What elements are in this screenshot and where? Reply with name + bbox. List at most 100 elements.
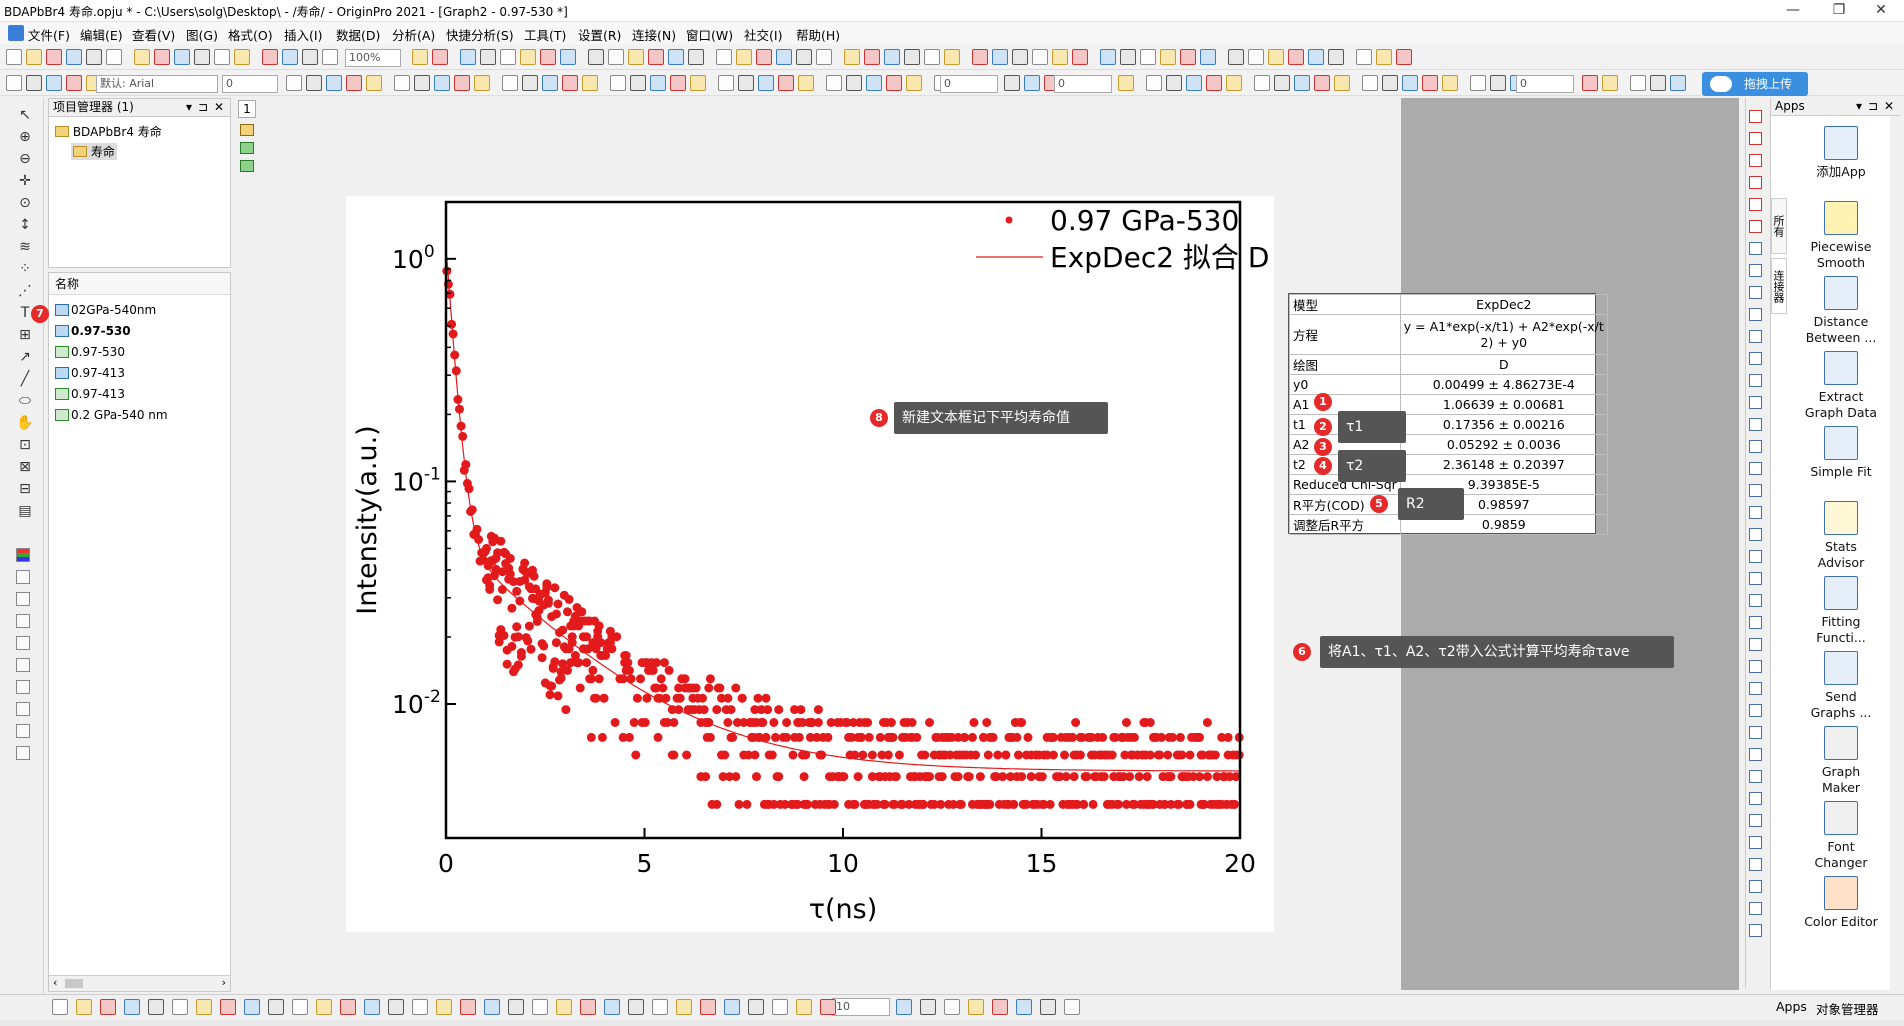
graph-tool-icon[interactable]	[1749, 176, 1762, 189]
graph-tool-icon[interactable]	[1749, 154, 1762, 167]
bottom-tool-icon[interactable]	[340, 999, 356, 1015]
toolbar-button-icon[interactable]	[432, 49, 448, 65]
tool-icon[interactable]	[16, 680, 30, 694]
tool-icon[interactable]: ⊙	[19, 195, 31, 211]
graph-tool-icon[interactable]	[1749, 748, 1762, 761]
bottom-tool-icon[interactable]	[460, 999, 476, 1015]
tool-icon[interactable]: ↗	[19, 349, 31, 365]
graph-tool-icon[interactable]	[1749, 242, 1762, 255]
menu-insert[interactable]: 插入(I)	[284, 28, 323, 43]
format-button-icon[interactable]	[1422, 75, 1438, 91]
tool-icon[interactable]	[16, 570, 30, 584]
tab-connectors[interactable]: 连接器	[1771, 258, 1787, 314]
format-button-icon[interactable]	[846, 75, 862, 91]
format-button-icon[interactable]	[798, 75, 814, 91]
toolbar-button-icon[interactable]	[1356, 49, 1372, 65]
format-button-icon[interactable]	[1382, 75, 1398, 91]
bottom-tool-icon[interactable]	[532, 999, 548, 1015]
format-button-icon[interactable]	[1362, 75, 1378, 91]
toolbar-button-icon[interactable]	[1328, 49, 1344, 65]
menu-view[interactable]: 查看(V)	[132, 28, 176, 43]
bottom-tool-icon[interactable]	[148, 999, 164, 1015]
bottom-tool-icon[interactable]	[700, 999, 716, 1015]
bottom-tool-icon[interactable]	[1064, 999, 1080, 1015]
bottom-tool-icon[interactable]	[652, 999, 668, 1015]
format-button-icon[interactable]	[1004, 75, 1020, 91]
tool-icon[interactable]: ⊖	[19, 151, 31, 167]
format-button-icon[interactable]	[1650, 75, 1666, 91]
window-list-item[interactable]: 0.97-413	[55, 364, 125, 382]
graph-tool-icon[interactable]	[1749, 704, 1762, 717]
toolbar-button-icon[interactable]	[1100, 49, 1116, 65]
menu-connect[interactable]: 连接(N)	[632, 28, 677, 43]
font-size-combo[interactable]: 0	[222, 75, 278, 93]
app-item[interactable]: Graph Maker	[1791, 726, 1891, 796]
format-button-icon[interactable]	[434, 75, 450, 91]
app-item[interactable]: Extract Graph Data	[1791, 351, 1891, 421]
window-list-item[interactable]: 02GPa-540nm	[55, 301, 156, 319]
format-button-icon[interactable]	[1582, 75, 1598, 91]
bottom-tool-icon[interactable]	[76, 999, 92, 1015]
format-button-icon[interactable]	[1334, 75, 1350, 91]
toolbar-button-icon[interactable]	[234, 49, 250, 65]
toolbar-button-icon[interactable]	[992, 49, 1008, 65]
apps-menu-icon[interactable]: ▾	[1855, 99, 1862, 113]
project-folder[interactable]: 寿命	[71, 143, 117, 160]
format-button-icon[interactable]	[650, 75, 666, 91]
menu-social[interactable]: 社交(I)	[744, 28, 783, 43]
toolbar-button-icon[interactable]	[716, 49, 732, 65]
graph-tool-icon[interactable]	[1749, 902, 1762, 915]
graph-tool-icon[interactable]	[1749, 770, 1762, 783]
line-width-combo[interactable]: 0	[940, 75, 998, 93]
format-button-icon[interactable]	[1274, 75, 1290, 91]
toolbar-button-icon[interactable]	[1072, 49, 1088, 65]
format-button-icon[interactable]	[1314, 75, 1330, 91]
line-width2-combo[interactable]: 0	[1054, 75, 1112, 93]
graph-tool-icon[interactable]	[1749, 506, 1762, 519]
tool-icon[interactable]: ╱	[20, 371, 30, 387]
graph-tool-icon[interactable]	[1749, 528, 1762, 541]
format-button-icon[interactable]	[66, 75, 82, 91]
toolbar-button-icon[interactable]	[1140, 49, 1156, 65]
font-combo[interactable]: 默认: Arial	[96, 75, 218, 93]
app-item[interactable]: Distance Between ...	[1791, 276, 1891, 346]
graph-page[interactable]: 0 5 10 15 20 100 10-1 10-2 τ(ns) Intensity(a.u…	[346, 196, 1274, 932]
tool-icon[interactable]: ⊠	[19, 459, 31, 475]
menu-file[interactable]: 文件(F)	[28, 28, 70, 43]
toolbar-button-icon[interactable]	[648, 49, 664, 65]
toolbar-button-icon[interactable]	[736, 49, 752, 65]
stepper-combo[interactable]: 10	[832, 998, 890, 1016]
fit-parameter-table[interactable]: 模型 ExpDec2 方程 y = A1*exp(-x/t1) + A2*exp(-x…	[1288, 293, 1608, 535]
format-button-icon[interactable]	[1490, 75, 1506, 91]
graph-tool-icon[interactable]	[1749, 638, 1762, 651]
tool-icon[interactable]: ⊡	[19, 437, 31, 453]
format-button-icon[interactable]	[286, 75, 302, 91]
tool-icon[interactable]: ⊕	[19, 129, 31, 145]
app-item[interactable]: Fitting Functi...	[1791, 576, 1891, 646]
tool-icon[interactable]: ⬭	[19, 393, 31, 409]
toolbar-button-icon[interactable]	[412, 49, 428, 65]
apps-close-icon[interactable]: ✕	[1883, 99, 1894, 113]
app-item[interactable]: Stats Advisor	[1791, 501, 1891, 571]
toolbar-button-icon[interactable]	[66, 49, 82, 65]
format-button-icon[interactable]	[738, 75, 754, 91]
scroll-thumb[interactable]	[65, 979, 83, 988]
format-button-icon[interactable]	[610, 75, 626, 91]
toolbar-button-icon[interactable]	[302, 49, 318, 65]
format-button-icon[interactable]	[582, 75, 598, 91]
format-button-icon[interactable]	[1470, 75, 1486, 91]
toolbar-button-icon[interactable]	[944, 49, 960, 65]
lock-green-icon-2[interactable]	[240, 160, 254, 172]
bottom-tool-icon[interactable]	[820, 999, 836, 1015]
tool-icon[interactable]: ⊟	[19, 481, 31, 497]
format-button-icon[interactable]	[562, 75, 578, 91]
format-button-icon[interactable]	[414, 75, 430, 91]
app-item[interactable]: Color Editor	[1791, 876, 1891, 930]
bottom-tool-icon[interactable]	[412, 999, 428, 1015]
format-button-icon[interactable]	[346, 75, 362, 91]
toolbar-button-icon[interactable]	[460, 49, 476, 65]
graph-tool-icon[interactable]	[1749, 792, 1762, 805]
bottom-tool-icon[interactable]	[1016, 999, 1032, 1015]
toolbar-button-icon[interactable]	[608, 49, 624, 65]
graph-tool-icon[interactable]	[1749, 286, 1762, 299]
